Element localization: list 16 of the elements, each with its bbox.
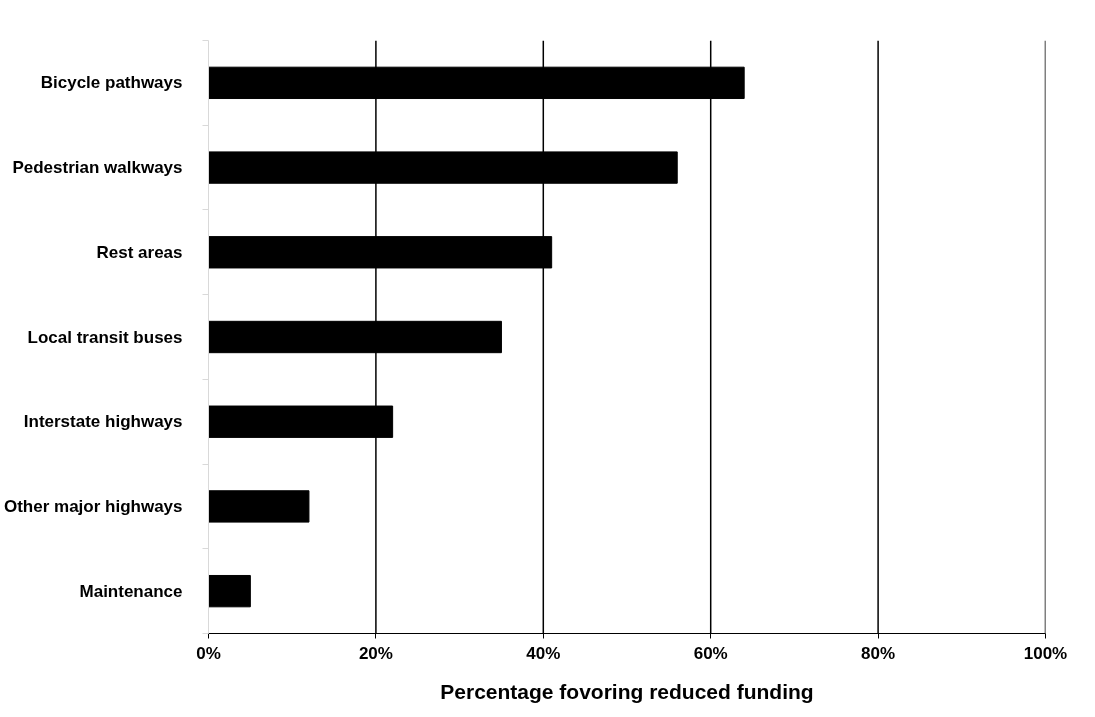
x-tick-label: 60% <box>693 643 728 663</box>
y-tick-label: Rest areas <box>96 242 183 262</box>
x-tick-label: 20% <box>358 643 393 663</box>
bar <box>208 490 310 523</box>
y-tick-label: Interstate highways <box>23 412 183 432</box>
y-tick-label: Other major highways <box>3 496 183 516</box>
y-tick-label: Pedestrian walkways <box>12 158 183 178</box>
y-tick-label: Local transit buses <box>27 327 183 347</box>
x-tick-label: 40% <box>526 643 561 663</box>
bar <box>208 574 251 608</box>
x-tick-label: 100% <box>1023 643 1068 663</box>
x-tick-label: 80% <box>861 643 896 663</box>
y-tick-label: Maintenance <box>79 581 183 601</box>
x-axis-title: Percentage fovoring reduced funding <box>440 679 814 703</box>
y-tick-label: Bicycle pathways <box>40 73 183 93</box>
x-tick-label: 0% <box>196 643 221 663</box>
